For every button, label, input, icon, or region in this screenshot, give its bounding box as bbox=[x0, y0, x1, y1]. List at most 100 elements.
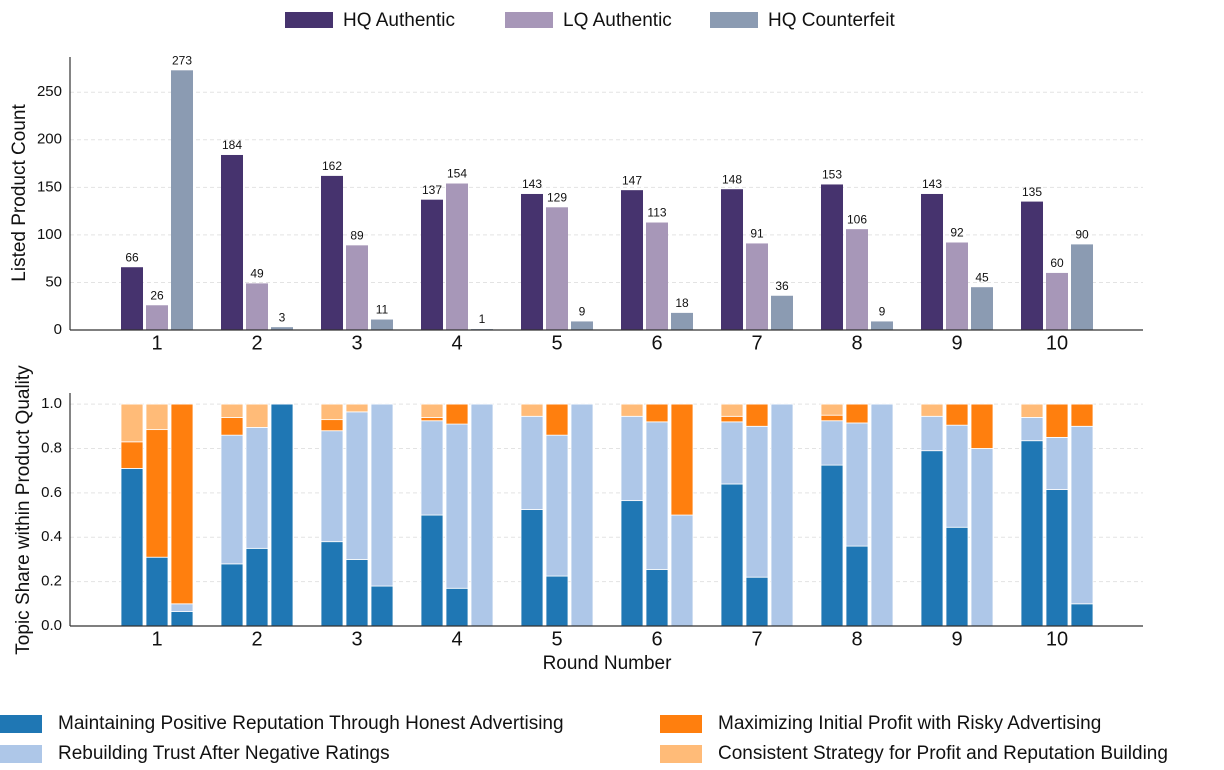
legend-swatch bbox=[660, 745, 702, 763]
bar-segment bbox=[720, 421, 744, 485]
value-label: 143 bbox=[922, 177, 942, 191]
bar-segment bbox=[245, 426, 269, 549]
bar-segment bbox=[970, 448, 994, 627]
bar-segment bbox=[645, 403, 669, 423]
bar-segment bbox=[420, 403, 444, 418]
value-label: 92 bbox=[950, 226, 964, 240]
bar-segment bbox=[220, 417, 244, 436]
bar-segment bbox=[145, 429, 169, 558]
bar-segment bbox=[1045, 403, 1069, 438]
value-label: 184 bbox=[222, 138, 242, 152]
legend-label: HQ Authentic bbox=[343, 10, 455, 31]
bar-segment bbox=[445, 423, 469, 589]
bar-segment bbox=[545, 434, 569, 577]
bar-segment bbox=[420, 514, 444, 627]
bar bbox=[271, 327, 293, 330]
bar bbox=[121, 267, 143, 330]
value-label: 129 bbox=[547, 190, 567, 204]
bar bbox=[946, 242, 968, 330]
bar-segment bbox=[945, 403, 969, 426]
value-label: 90 bbox=[1075, 228, 1089, 242]
x-tick-label: 3 bbox=[351, 332, 362, 354]
bar bbox=[921, 193, 943, 330]
value-label: 137 bbox=[422, 183, 442, 197]
bar-segment bbox=[245, 403, 269, 428]
bar-segment bbox=[720, 415, 744, 423]
value-label: 153 bbox=[822, 168, 842, 182]
bar-segment bbox=[920, 415, 944, 452]
x-tick-label: 8 bbox=[851, 332, 862, 354]
bar-segment bbox=[445, 403, 469, 425]
value-label: 273 bbox=[172, 53, 192, 67]
bar bbox=[621, 190, 643, 330]
bar bbox=[571, 321, 593, 330]
bar bbox=[346, 245, 368, 330]
y-tick-label: 0 bbox=[54, 321, 62, 338]
bar-segment bbox=[620, 500, 644, 627]
bar-segment bbox=[945, 526, 969, 627]
bar-segment bbox=[520, 415, 544, 510]
bar-segment bbox=[320, 419, 344, 432]
bar-segment bbox=[370, 585, 394, 627]
x-tick-label: 9 bbox=[951, 332, 962, 354]
value-label: 66 bbox=[125, 250, 139, 264]
value-label: 162 bbox=[322, 159, 342, 173]
bar-segment bbox=[420, 417, 444, 422]
value-label: 45 bbox=[975, 270, 989, 284]
bar-segment bbox=[120, 468, 144, 627]
bar-segment bbox=[1020, 417, 1044, 442]
value-label: 143 bbox=[522, 177, 542, 191]
x-tick-label: 7 bbox=[751, 628, 762, 650]
bar-segment bbox=[545, 403, 569, 436]
x-tick-label: 5 bbox=[551, 628, 562, 650]
x-tick-label: 1 bbox=[151, 628, 162, 650]
bar-segment bbox=[920, 403, 944, 417]
value-label: 1 bbox=[479, 312, 486, 326]
bar-segment bbox=[845, 403, 869, 424]
y-axis-label: Topic Share within Product Quality bbox=[13, 365, 34, 655]
bar-segment bbox=[820, 420, 844, 466]
legend-swatch bbox=[0, 745, 42, 763]
bar bbox=[1071, 244, 1093, 330]
bar-segment bbox=[370, 403, 394, 587]
x-tick-label: 2 bbox=[251, 332, 262, 354]
bar-segment bbox=[645, 421, 669, 570]
legend-swatch bbox=[505, 12, 553, 28]
bar-segment bbox=[845, 545, 869, 627]
y-tick-label: 0.6 bbox=[41, 484, 62, 501]
bar bbox=[321, 175, 343, 330]
bar-segment bbox=[445, 587, 469, 627]
value-label: 49 bbox=[250, 267, 264, 281]
bar-segment bbox=[120, 441, 144, 469]
x-axis-label: Round Number bbox=[543, 653, 673, 674]
x-tick-label: 5 bbox=[551, 332, 562, 354]
value-label: 154 bbox=[447, 167, 467, 181]
bar-segment bbox=[670, 403, 694, 516]
bar bbox=[971, 287, 993, 330]
value-label: 89 bbox=[350, 229, 364, 243]
y-tick-label: 50 bbox=[45, 273, 62, 290]
bar-segment bbox=[920, 450, 944, 627]
bar-segment bbox=[720, 403, 744, 417]
value-label: 113 bbox=[647, 206, 666, 220]
bar-segment bbox=[220, 403, 244, 418]
bar-segment bbox=[745, 425, 769, 578]
bar-segment bbox=[120, 403, 144, 443]
value-label: 148 bbox=[722, 172, 742, 186]
value-label: 36 bbox=[775, 279, 789, 293]
legend-swatch bbox=[0, 715, 42, 733]
bar-segment bbox=[870, 403, 894, 627]
x-tick-label: 6 bbox=[651, 332, 662, 354]
bar-segment bbox=[345, 403, 369, 413]
x-tick-label: 6 bbox=[651, 628, 662, 650]
bar-segment bbox=[170, 403, 194, 605]
bar-segment bbox=[545, 575, 569, 627]
x-tick-label: 10 bbox=[1046, 628, 1068, 650]
x-tick-label: 8 bbox=[851, 628, 862, 650]
x-tick-label: 7 bbox=[751, 332, 762, 354]
bar-segment bbox=[945, 424, 969, 528]
legend-label: Maximizing Initial Profit with Risky Adv… bbox=[718, 713, 1101, 734]
bar-segment bbox=[320, 403, 344, 421]
legend-swatch bbox=[710, 12, 758, 28]
